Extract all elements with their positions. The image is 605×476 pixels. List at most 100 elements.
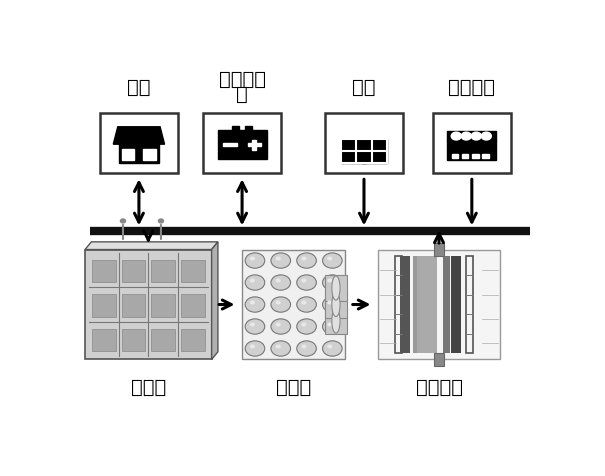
Polygon shape: [113, 127, 165, 144]
Circle shape: [322, 297, 342, 312]
Circle shape: [276, 345, 281, 348]
Bar: [325, 275, 347, 301]
Bar: [472, 154, 479, 158]
Ellipse shape: [332, 292, 340, 317]
Text: 能: 能: [236, 85, 248, 104]
Circle shape: [276, 278, 281, 283]
Bar: [119, 143, 159, 163]
Circle shape: [159, 219, 163, 223]
Circle shape: [301, 257, 307, 260]
Bar: [151, 328, 175, 351]
Circle shape: [322, 341, 342, 356]
Circle shape: [322, 275, 342, 290]
Bar: [181, 294, 205, 317]
Text: 光伏: 光伏: [352, 78, 376, 97]
Circle shape: [245, 253, 265, 268]
Bar: [232, 126, 239, 130]
Circle shape: [471, 132, 482, 140]
Circle shape: [296, 275, 316, 290]
Bar: [362, 161, 366, 163]
Circle shape: [250, 300, 255, 305]
Bar: [122, 260, 145, 282]
Circle shape: [461, 132, 471, 140]
Bar: [417, 256, 437, 353]
Circle shape: [327, 278, 332, 283]
Bar: [242, 249, 345, 359]
Circle shape: [245, 275, 265, 290]
Bar: [122, 294, 145, 317]
Bar: [433, 113, 511, 173]
Circle shape: [327, 257, 332, 260]
Bar: [451, 256, 461, 353]
Polygon shape: [212, 242, 218, 359]
Circle shape: [120, 219, 125, 223]
Bar: [246, 126, 252, 130]
Bar: [181, 260, 205, 282]
Circle shape: [276, 300, 281, 305]
Bar: [395, 256, 402, 353]
Circle shape: [271, 275, 290, 290]
Bar: [447, 148, 496, 160]
Bar: [325, 291, 347, 317]
Circle shape: [482, 132, 491, 140]
Ellipse shape: [332, 276, 340, 300]
Circle shape: [250, 345, 255, 348]
Circle shape: [250, 322, 255, 327]
Circle shape: [322, 319, 342, 334]
Circle shape: [301, 278, 307, 283]
Bar: [482, 154, 488, 158]
Bar: [100, 113, 178, 173]
Bar: [122, 328, 145, 351]
Text: 负荷: 负荷: [127, 78, 151, 97]
Circle shape: [301, 345, 307, 348]
Circle shape: [296, 319, 316, 334]
Bar: [85, 249, 212, 359]
Circle shape: [296, 253, 316, 268]
Circle shape: [276, 322, 281, 327]
Bar: [92, 260, 116, 282]
Bar: [151, 294, 175, 317]
Bar: [247, 143, 261, 146]
Circle shape: [276, 257, 281, 260]
Bar: [413, 256, 420, 353]
Text: 电解槽: 电解槽: [131, 378, 166, 397]
Bar: [434, 353, 444, 366]
Bar: [443, 256, 450, 353]
Bar: [92, 294, 116, 317]
Circle shape: [327, 300, 332, 305]
Bar: [325, 308, 347, 334]
Circle shape: [250, 278, 255, 283]
Bar: [452, 154, 459, 158]
Bar: [223, 143, 237, 146]
Bar: [122, 149, 134, 160]
Circle shape: [327, 322, 332, 327]
Circle shape: [322, 253, 342, 268]
Circle shape: [245, 341, 265, 356]
Circle shape: [250, 257, 255, 260]
Bar: [462, 154, 468, 158]
Bar: [341, 139, 387, 163]
Circle shape: [271, 319, 290, 334]
Text: 储氢罐: 储氢罐: [276, 378, 312, 397]
Bar: [447, 131, 496, 141]
Circle shape: [296, 341, 316, 356]
Bar: [218, 130, 267, 159]
Bar: [347, 160, 381, 162]
Bar: [466, 256, 473, 353]
Bar: [434, 243, 444, 256]
Bar: [151, 260, 175, 282]
Bar: [325, 113, 403, 173]
Circle shape: [245, 319, 265, 334]
Bar: [400, 256, 410, 353]
Circle shape: [296, 297, 316, 312]
Polygon shape: [85, 242, 218, 249]
Ellipse shape: [332, 309, 340, 333]
Bar: [252, 139, 257, 150]
Bar: [143, 149, 155, 160]
Circle shape: [271, 341, 290, 356]
Bar: [92, 328, 116, 351]
Bar: [203, 113, 281, 173]
Circle shape: [301, 300, 307, 305]
Bar: [447, 140, 496, 149]
Circle shape: [327, 345, 332, 348]
